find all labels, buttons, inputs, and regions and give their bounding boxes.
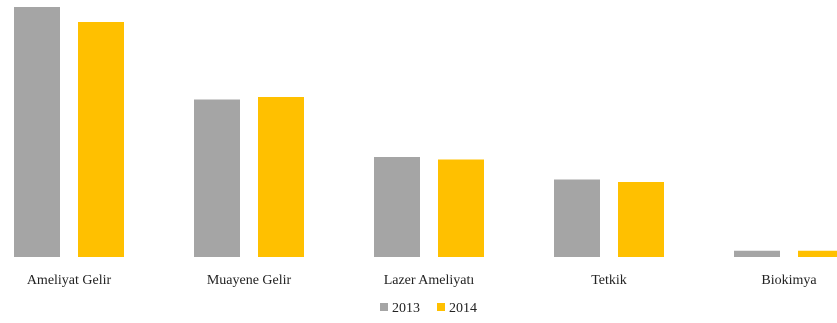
bar-muayene-gelir-2014 [258, 97, 304, 257]
bar-tetkik-2014 [618, 182, 664, 257]
legend-swatch-2014 [437, 303, 445, 311]
bar-biokimya-2013 [734, 250, 780, 257]
bar-lazer-ameliyat-2014 [438, 159, 484, 257]
bar-biokimya-2014 [798, 250, 837, 257]
category-label-tetkik: Tetkik [591, 273, 627, 288]
category-label-muayene-gelir: Muayene Gelir [207, 273, 292, 288]
bar-muayene-gelir-2013 [194, 99, 240, 257]
category-label-ameliyat-gelir: Ameliyat Gelir [27, 273, 112, 288]
bar-ameliyat-gelir-2014 [78, 22, 124, 257]
legend-swatch-2013 [380, 303, 388, 311]
category-labels: Ameliyat Gelir Muayene Gelir Lazer Ameliya… [27, 273, 818, 288]
bar-lazer-ameliyat-2013 [374, 157, 420, 257]
legend: 2013 2014 [380, 301, 477, 316]
bar-tetkik-2013 [554, 179, 600, 257]
bars-layer [14, 7, 837, 257]
category-label-lazer-ameliyat: Lazer Ameliyatı [384, 273, 475, 288]
legend-label-2013: 2013 [392, 301, 420, 316]
legend-label-2014: 2014 [449, 301, 477, 316]
bar-ameliyat-gelir-2013 [14, 7, 60, 257]
category-label-biokimya: Biokimya [761, 273, 817, 288]
